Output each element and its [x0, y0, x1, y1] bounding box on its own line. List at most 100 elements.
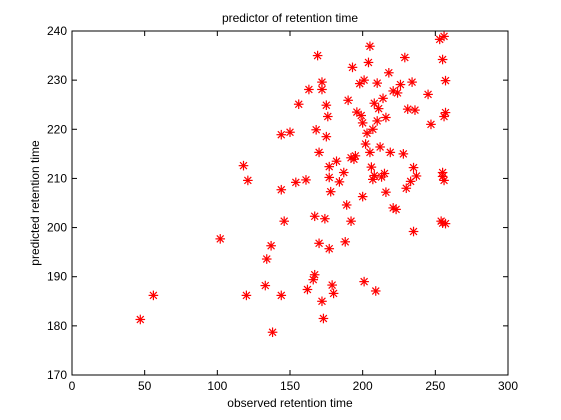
data-point — [362, 128, 372, 139]
marker-stroke — [318, 85, 326, 94]
marker-stroke — [242, 291, 251, 300]
marker-stroke — [261, 281, 270, 290]
data-point — [243, 175, 253, 186]
data-point — [408, 226, 419, 237]
marker-stroke — [149, 291, 158, 300]
marker-stroke — [441, 219, 450, 228]
marker-stroke — [360, 277, 368, 286]
x-tick-label: 0 — [69, 379, 76, 393]
data-point — [411, 171, 422, 181]
marker-stroke — [411, 106, 419, 114]
marker-stroke — [321, 214, 329, 223]
data-point — [327, 280, 337, 290]
data-point — [261, 254, 272, 264]
data-point — [440, 75, 451, 86]
x-axis-label: observed retention time — [227, 396, 353, 410]
data-point — [321, 131, 332, 142]
marker-stroke — [412, 172, 421, 180]
data-point — [312, 50, 323, 61]
marker-stroke — [427, 120, 435, 129]
marker-stroke — [352, 108, 361, 116]
data-point — [311, 124, 321, 135]
data-point — [354, 78, 365, 89]
marker-stroke — [322, 132, 331, 141]
y-tick-label: 190 — [47, 270, 67, 284]
data-point — [331, 156, 342, 167]
marker-stroke — [312, 125, 321, 134]
marker-stroke — [406, 177, 415, 186]
data-point — [350, 151, 361, 161]
data-point — [320, 213, 330, 224]
data-point — [241, 290, 252, 301]
marker-stroke — [363, 129, 371, 138]
marker-stroke — [216, 235, 225, 243]
data-point — [381, 112, 391, 123]
marker-stroke — [399, 149, 408, 158]
data-point — [266, 240, 276, 251]
marker-stroke — [351, 151, 360, 160]
marker-stroke — [358, 119, 367, 127]
marker-stroke — [239, 161, 248, 170]
data-point — [368, 124, 378, 135]
data-points — [135, 31, 451, 338]
data-point — [391, 204, 401, 215]
data-point — [440, 107, 451, 118]
y-tick-label: 210 — [47, 171, 67, 185]
data-point — [328, 288, 339, 299]
y-tick-label: 240 — [47, 24, 67, 38]
data-point — [363, 57, 374, 68]
data-point — [346, 216, 356, 226]
marker-stroke — [325, 244, 334, 253]
marker-stroke — [370, 99, 379, 108]
data-point — [410, 105, 420, 115]
data-point — [215, 234, 226, 244]
data-point — [370, 286, 381, 296]
marker-stroke — [424, 90, 432, 99]
marker-stroke — [286, 128, 294, 137]
y-axis-label: predicted retention time — [28, 140, 42, 266]
marker-stroke — [136, 315, 145, 324]
marker-stroke — [408, 78, 416, 86]
data-point — [276, 290, 287, 301]
marker-stroke — [358, 192, 367, 201]
data-point — [291, 177, 301, 188]
data-point — [276, 129, 287, 140]
data-point — [360, 139, 371, 149]
data-point — [341, 200, 352, 210]
data-point — [392, 88, 403, 98]
x-tick-label: 250 — [425, 379, 445, 393]
marker-stroke — [341, 237, 350, 246]
y-tick-label: 180 — [47, 319, 67, 333]
marker-stroke — [318, 297, 326, 306]
marker-stroke — [403, 105, 412, 114]
marker-stroke — [318, 78, 326, 86]
marker-stroke — [396, 80, 405, 89]
marker-stroke — [366, 148, 374, 157]
x-tick-label: 100 — [207, 379, 227, 393]
marker-stroke — [409, 163, 418, 172]
data-point — [324, 161, 335, 172]
data-point — [365, 147, 375, 158]
marker-stroke — [384, 68, 393, 77]
y-axis-ticks: 170 180 190 200 210 220 230 240 — [47, 24, 508, 382]
marker-stroke — [364, 58, 373, 67]
marker-stroke — [355, 79, 364, 88]
marker-stroke — [277, 291, 286, 300]
chart-title: predictor of retention time — [222, 11, 358, 25]
marker-stroke — [370, 171, 379, 180]
data-point — [293, 99, 304, 110]
marker-stroke — [440, 176, 448, 185]
marker-stroke — [374, 104, 383, 113]
data-point — [434, 34, 445, 45]
data-point — [405, 176, 416, 187]
marker-stroke — [360, 76, 368, 85]
marker-stroke — [373, 117, 382, 125]
y-tick-label: 230 — [47, 73, 67, 87]
data-point — [408, 162, 419, 173]
x-tick-label: 200 — [353, 379, 373, 393]
x-tick-label: 300 — [498, 379, 518, 393]
x-axis-ticks: 0 50 100 150 200 250 300 — [69, 31, 518, 393]
data-point — [324, 243, 335, 254]
data-point — [148, 290, 159, 301]
data-point — [276, 184, 287, 195]
